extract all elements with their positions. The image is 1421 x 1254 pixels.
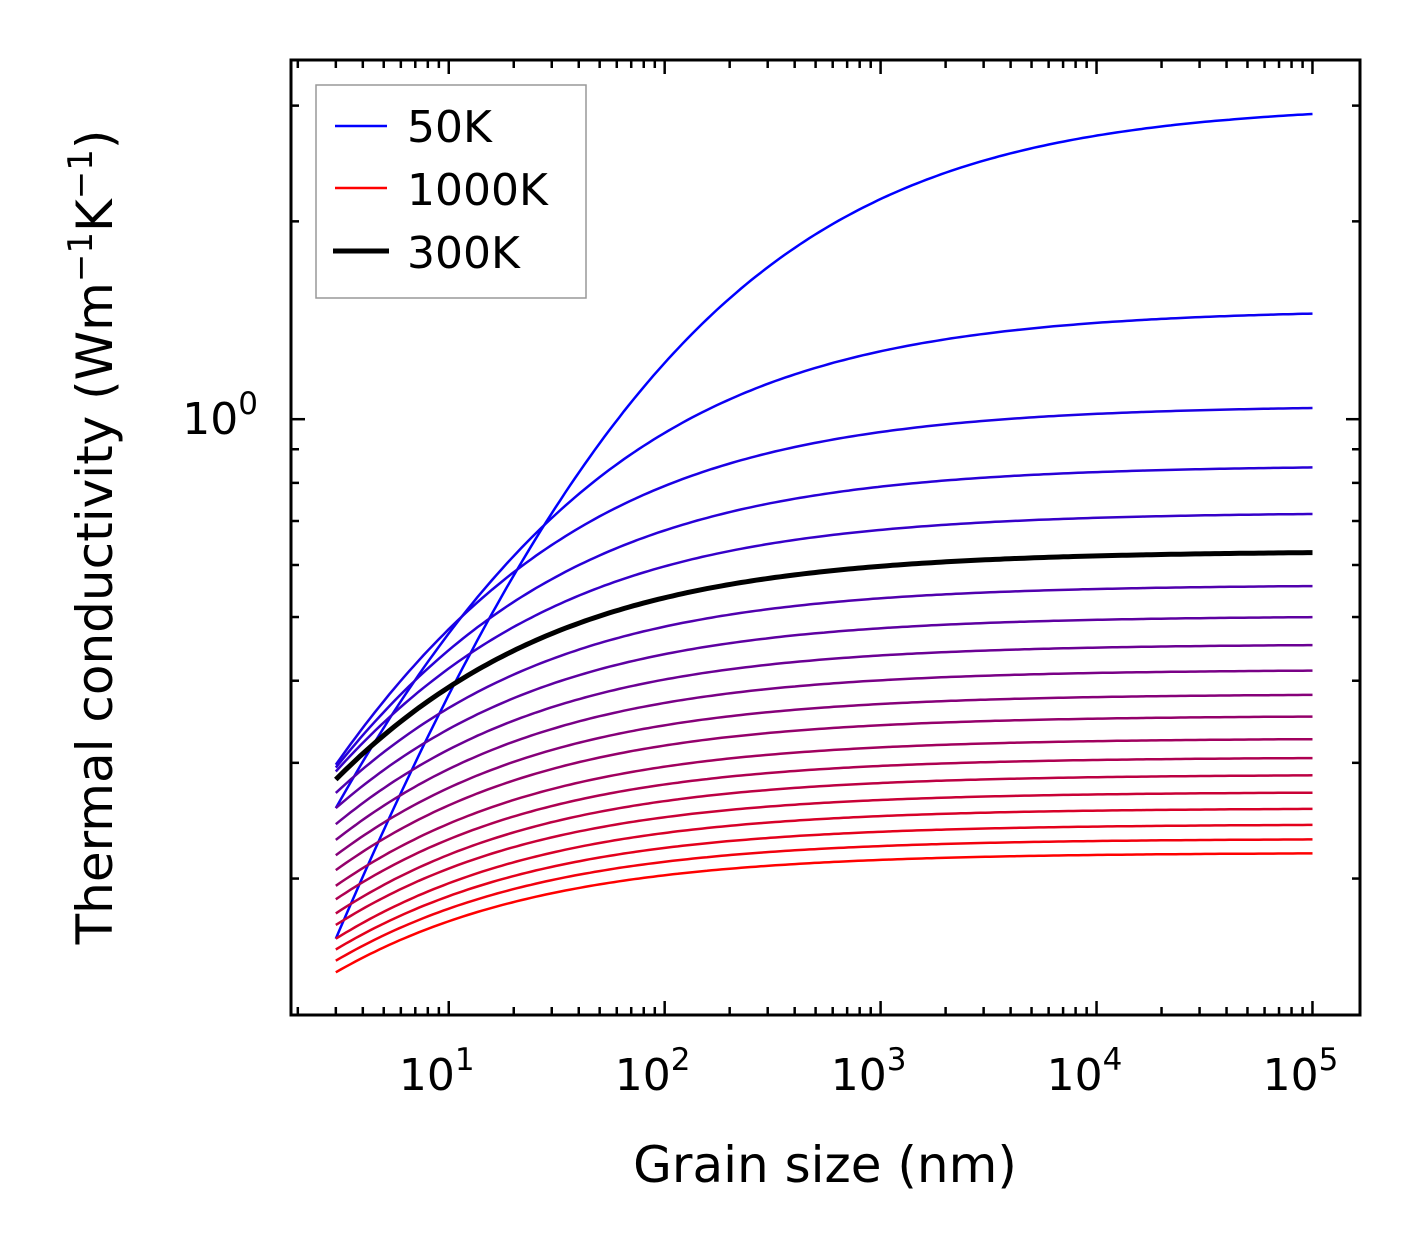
series-line-500k (335, 669, 1313, 841)
x-tick-label: 105 (1263, 1042, 1339, 1101)
series-line-950k (335, 838, 1313, 962)
series-line-50k (334, 112, 1313, 940)
x-tick-label: 102 (615, 1042, 691, 1101)
series-line-600k (335, 715, 1313, 872)
legend-label-300k: 300K (407, 228, 521, 279)
y-tick-labels: 100 (182, 386, 258, 445)
series-line-1000k (335, 852, 1313, 974)
series-line-800k (335, 791, 1313, 926)
legend-label-1000k: 1000K (407, 165, 549, 216)
series-line-350k (334, 584, 1313, 794)
series-line-650k (335, 737, 1313, 887)
x-tick-label: 104 (1047, 1042, 1123, 1101)
series-line-400k (334, 615, 1313, 810)
series-line-850k (335, 807, 1313, 940)
x-axis-label: Grain size (nm) (633, 1136, 1017, 1194)
series-line-550k (335, 693, 1313, 857)
series-line-300k-highlight (334, 550, 1313, 782)
series-line-150k (334, 406, 1313, 766)
y-tick-label: 100 (182, 386, 258, 445)
x-tick-label: 101 (399, 1042, 475, 1101)
series-line-450k (335, 643, 1313, 826)
curves (334, 112, 1313, 974)
legend: 50K 1000K 300K (315, 84, 587, 299)
y-axis-label: Thermal conductivity (Wm−1K−1) (61, 130, 124, 946)
series-line-750k (335, 774, 1313, 915)
series-line-100k (334, 312, 1313, 809)
plot-frame (289, 58, 1362, 1017)
x-tick-label: 103 (831, 1042, 907, 1101)
series-line-250k (334, 512, 1313, 773)
x-tick-labels: 101 102 103 104 105 (399, 1042, 1338, 1101)
legend-label-50k: 50K (407, 102, 493, 153)
series-line-700k (335, 756, 1313, 901)
legend-box (315, 84, 587, 299)
series-line-200k (334, 466, 1313, 769)
series-line-900k (335, 823, 1313, 951)
